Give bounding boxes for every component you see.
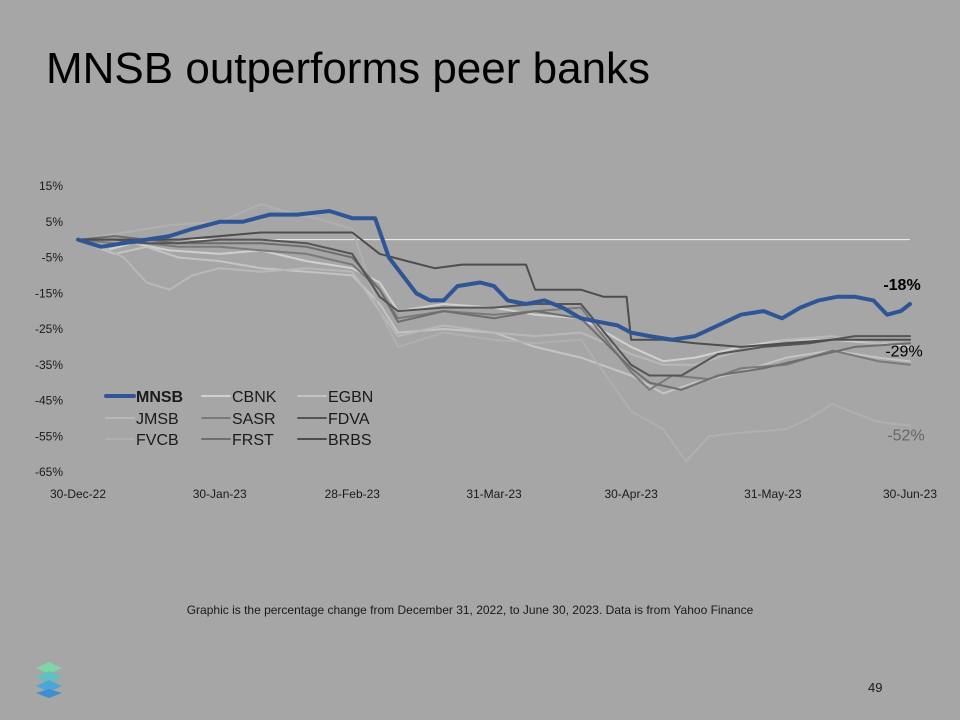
chart-axes: 15% 5% -5% -15% -25% -35% -45% -55% -65% 30-Dec-2… — [35, 179, 937, 501]
annotation-label: -18% — [883, 277, 920, 294]
x-tick-label: 31-May-23 — [744, 487, 802, 501]
legend-label-egbn: EGBN — [328, 389, 373, 406]
x-tick-label: 30-Apr-23 — [604, 487, 658, 501]
legend-label-sasr: SASR — [232, 411, 276, 428]
y-tick-label: -5% — [42, 251, 64, 265]
legend-label-cbnk: CBNK — [232, 389, 277, 406]
y-tick-label: 15% — [39, 179, 63, 193]
annotation-label: -29% — [885, 343, 922, 360]
series-line-frst — [77, 235, 911, 391]
chart-legend: MNSB CBNK EGBN JMSB SASR FDVA FVCB FRST BRBS — [104, 389, 373, 449]
x-tick-label: 30-Jun-23 — [883, 487, 937, 501]
series-line-cbnk — [77, 238, 911, 363]
x-tick-label: 30-Dec-22 — [50, 487, 106, 501]
y-tick-label: -15% — [35, 286, 63, 300]
series-line-fdva — [77, 238, 911, 377]
series-line-sasr — [77, 238, 911, 391]
legend-label-jmsb: JMSB — [136, 411, 179, 428]
series-line-egbn — [77, 238, 911, 395]
chart-footnote: Graphic is the percentage change from De… — [186, 603, 754, 617]
legend-label-brbs: BRBS — [328, 432, 372, 449]
annotation-label: -52% — [887, 428, 924, 445]
y-tick-label: 5% — [46, 215, 64, 229]
x-tick-label: 31-Mar-23 — [466, 487, 522, 501]
y-tick-label: -45% — [35, 394, 63, 408]
series-line-brbs — [77, 231, 911, 348]
series-line-mnsb — [76, 209, 912, 342]
y-tick-label: -25% — [35, 322, 63, 336]
y-tick-label: -65% — [35, 465, 63, 479]
y-tick-label: -35% — [35, 358, 63, 372]
x-tick-label: 30-Jan-23 — [193, 487, 247, 501]
x-tick-label: 28-Feb-23 — [325, 487, 381, 501]
legend-label-frst: FRST — [232, 432, 274, 449]
stacked-layers-logo — [36, 662, 62, 698]
chart-series — [76, 202, 912, 463]
chart-annotations: -18% -29% -52% — [883, 277, 924, 445]
legend-label-fvcb: FVCB — [136, 432, 179, 449]
slide-title: MNSB outperforms peer banks — [46, 44, 651, 93]
y-tick-label: -55% — [35, 429, 63, 443]
page-number: 49 — [868, 680, 883, 695]
legend-label-fdva: FDVA — [328, 411, 370, 428]
legend-label-mnsb: MNSB — [136, 389, 183, 406]
series-line-fvcb — [77, 202, 911, 463]
